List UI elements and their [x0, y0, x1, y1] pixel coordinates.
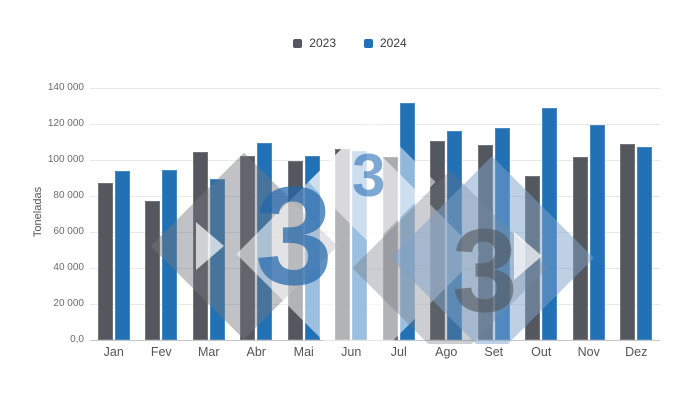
bar-2024-out[interactable]: [542, 108, 558, 340]
legend-label-2024: 2024: [380, 36, 407, 50]
y-axis-tick-labels: 140 000 120 000 100 000 80 000 60 000 40 000 2…: [0, 82, 84, 345]
bar-2024-jun[interactable]: [352, 150, 368, 340]
bar-group-mai: [280, 88, 328, 340]
bar-2023-jul[interactable]: [382, 156, 398, 340]
legend-label-2023: 2023: [309, 36, 336, 50]
y-tick-label: 140 000: [47, 82, 84, 93]
x-axis-label-ago: Ago: [435, 345, 458, 359]
legend-swatch-2024: [364, 38, 373, 48]
bar-group-jan: [90, 88, 138, 340]
bar-group-dez: [613, 88, 661, 340]
x-axis-label-dez: Dez: [625, 345, 648, 359]
x-axis-label-out: Out: [531, 345, 552, 359]
bar-2023-nov[interactable]: [572, 156, 588, 340]
bar-group-jun: [328, 88, 376, 340]
x-axis-label-jul: Jul: [390, 345, 407, 359]
x-axis-label-fev: Fev: [150, 345, 172, 359]
y-tick-label: 20 000: [53, 298, 84, 309]
bar-2023-ago[interactable]: [430, 140, 446, 340]
bar-group-nov: [565, 88, 613, 340]
x-axis-label-abr: Abr: [246, 345, 266, 359]
gridline: [90, 88, 660, 89]
bar-group-fev: [138, 88, 186, 340]
bar-group-set: [470, 88, 518, 340]
bar-2023-jan[interactable]: [97, 183, 113, 340]
x-axis-label-mai: Mai: [293, 345, 314, 359]
chart-legend: 2023 2024: [0, 36, 700, 50]
legend-item-2024[interactable]: 2024: [364, 36, 407, 50]
bar-2024-fev[interactable]: [162, 170, 178, 340]
bar-2024-dez[interactable]: [637, 147, 653, 340]
x-axis-labels: Jan Fev Mar Abr Mai Jun Jul Ago Set Out Nov Dez: [90, 345, 660, 359]
bar-2024-jul[interactable]: [399, 102, 415, 340]
bar-group-out: [518, 88, 566, 340]
bar-group-ago: [423, 88, 471, 340]
bar-group-abr: [233, 88, 281, 340]
bar-2023-dez[interactable]: [620, 144, 636, 340]
bar-2023-out[interactable]: [525, 176, 541, 340]
bar-2023-set[interactable]: [477, 145, 493, 340]
y-tick-label: 60 000: [53, 226, 84, 237]
bar-2024-mai[interactable]: [304, 156, 320, 340]
legend-item-2023[interactable]: 2023: [293, 36, 336, 50]
plot-area: [90, 88, 660, 341]
bar-2024-jan[interactable]: [114, 170, 130, 340]
x-axis-label-jan: Jan: [103, 345, 124, 359]
bar-groups: [90, 88, 660, 340]
bar-2024-abr[interactable]: [257, 143, 273, 340]
bar-2024-ago[interactable]: [447, 130, 463, 340]
bar-2024-set[interactable]: [494, 128, 510, 340]
x-axis-label-jun: Jun: [341, 345, 362, 359]
x-axis-label-nov: Nov: [577, 345, 600, 359]
bar-2023-fev[interactable]: [145, 201, 161, 340]
y-tick-label: 0,0: [70, 334, 84, 345]
y-tick-label: 100 000: [47, 154, 84, 165]
legend-swatch-2023: [293, 38, 303, 48]
bar-2023-mar[interactable]: [192, 151, 208, 340]
bar-2024-nov[interactable]: [589, 125, 605, 340]
y-tick-label: 80 000: [53, 190, 84, 201]
x-axis-line: [90, 340, 660, 341]
bar-2023-jun[interactable]: [335, 149, 351, 340]
x-axis-label-set: Set: [484, 345, 504, 359]
bar-group-mar: [185, 88, 233, 340]
bar-2023-mai[interactable]: [287, 160, 303, 340]
x-axis-label-mar: Mar: [197, 345, 220, 359]
bar-2024-mar[interactable]: [209, 179, 225, 340]
y-tick-label: 40 000: [53, 262, 84, 273]
bar-2023-abr[interactable]: [240, 155, 256, 340]
bar-group-jul: [375, 88, 423, 340]
y-tick-label: 120 000: [47, 118, 84, 129]
